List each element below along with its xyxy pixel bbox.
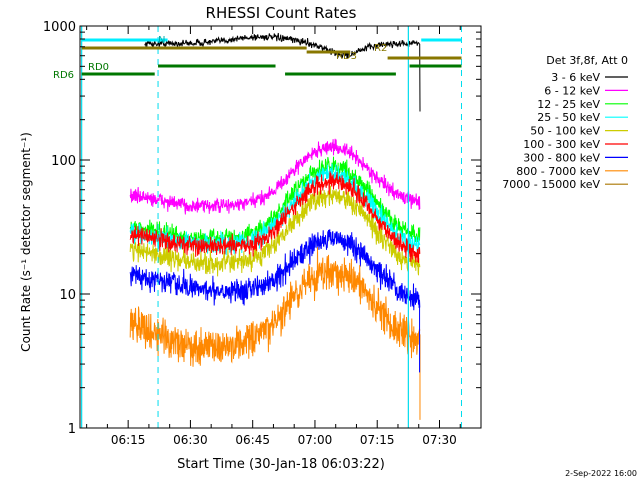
footer-date: 2-Sep-2022 16:00 <box>565 469 637 478</box>
y-tick-label: 1000 <box>43 20 76 35</box>
legend-title: Det 3f,8f, Att 0 <box>546 54 628 67</box>
legend-label: 100 - 300 keV <box>523 138 600 151</box>
legend-label: 3 - 6 keV <box>551 71 600 84</box>
series-line-3 <box>129 163 421 256</box>
x-tick-label: 06:45 <box>235 433 270 447</box>
legend-label: 7000 - 15000 keV <box>502 178 600 191</box>
series-line-1 <box>129 138 421 215</box>
y-axis-label: Count Rate (s⁻¹ detector segment⁻¹) <box>19 132 33 352</box>
legend-label: 800 - 7000 keV <box>516 165 600 178</box>
x-tick-label: 07:15 <box>360 433 395 447</box>
annotation-label: RD3 <box>336 51 357 62</box>
legend-label: 50 - 100 keV <box>530 125 600 138</box>
x-axis-label: Start Time (30-Jan-18 06:03:22) <box>177 457 385 472</box>
plot-frame <box>79 25 482 429</box>
chart-title: RHESSI Count Rates <box>206 4 357 22</box>
annotation-label: R2 <box>374 43 387 54</box>
y-tick-label: 1 <box>68 422 76 437</box>
series-line-7 <box>129 247 421 367</box>
legend-label: 25 - 50 keV <box>537 111 600 124</box>
series-line-5 <box>129 171 421 263</box>
x-tick-label: 07:00 <box>298 433 333 447</box>
y-tick-label: 10 <box>59 288 76 303</box>
x-tick-label: 07:30 <box>422 433 457 447</box>
legend-label: 12 - 25 keV <box>537 98 600 111</box>
series-line-6 <box>129 229 421 311</box>
legend-label: 300 - 800 keV <box>523 151 600 164</box>
y-tick-label: 100 <box>51 154 76 169</box>
annotation-label: N <box>158 35 165 46</box>
annotation-label: RD6 <box>53 70 74 81</box>
series-line-0 <box>144 32 421 112</box>
x-tick-label: 06:30 <box>173 433 208 447</box>
annotation-label: RD0 <box>88 62 109 73</box>
legend-label: 6 - 12 keV <box>544 84 600 97</box>
x-tick-label: 06:15 <box>111 433 146 447</box>
